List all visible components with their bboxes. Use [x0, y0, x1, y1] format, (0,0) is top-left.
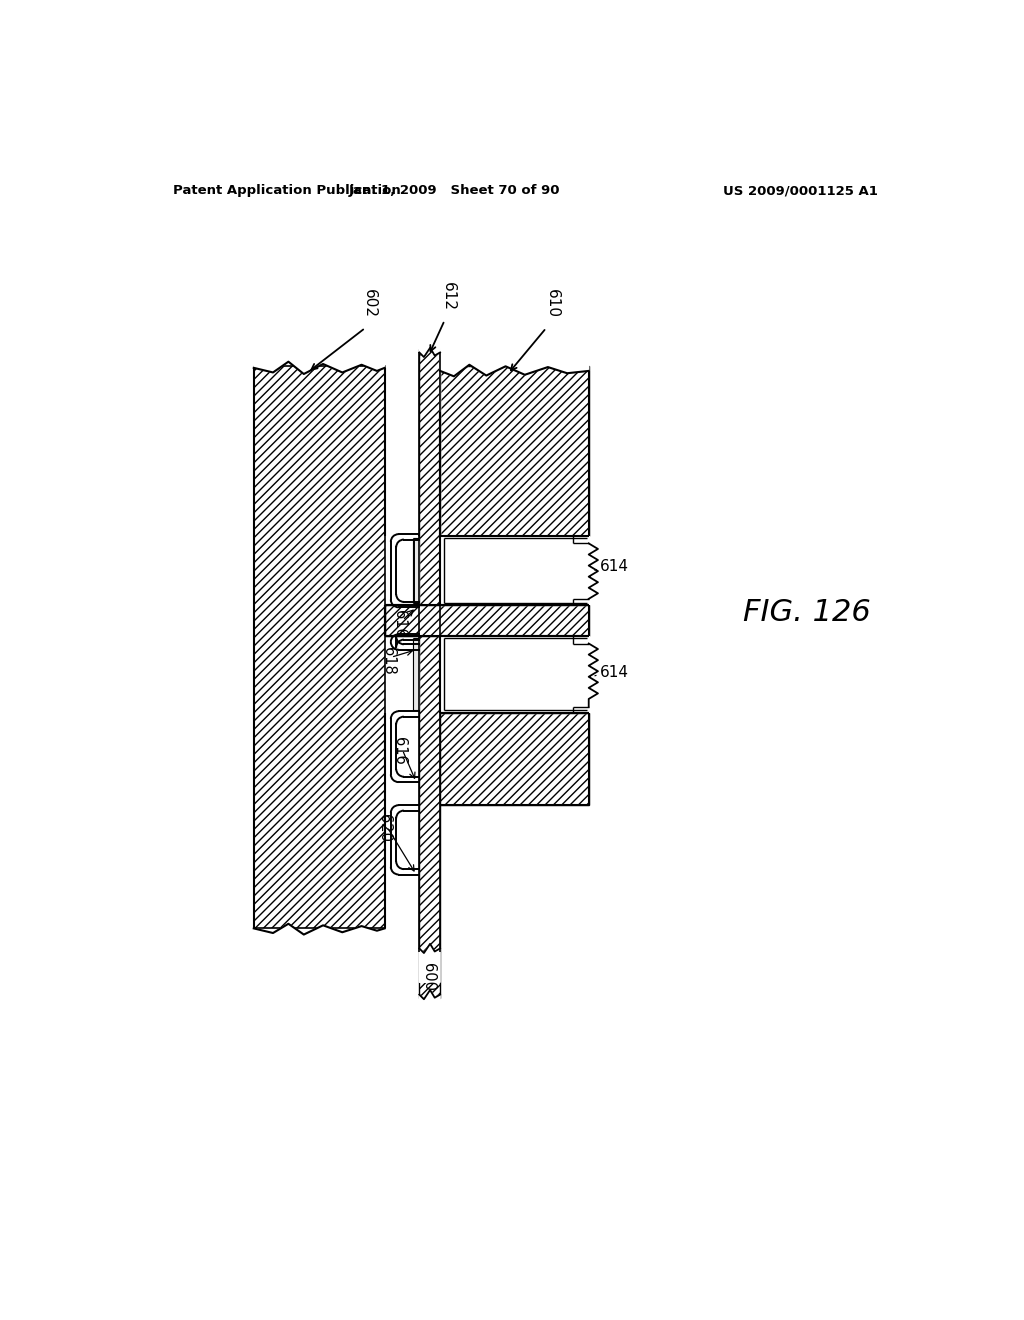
Polygon shape: [419, 990, 440, 1028]
Text: Patent Application Publication: Patent Application Publication: [173, 185, 400, 197]
Text: 610: 610: [545, 289, 560, 318]
Polygon shape: [419, 327, 440, 358]
Bar: [440, 367, 589, 536]
Polygon shape: [413, 539, 419, 603]
Bar: [419, 350, 440, 952]
Text: 602: 602: [361, 289, 377, 318]
Text: 616: 616: [392, 610, 408, 638]
Polygon shape: [254, 327, 385, 374]
Polygon shape: [440, 536, 589, 605]
Bar: [440, 713, 589, 805]
Bar: [419, 952, 440, 998]
Polygon shape: [440, 636, 589, 713]
Text: FIG. 126: FIG. 126: [742, 598, 870, 627]
Text: 618: 618: [381, 647, 396, 675]
Bar: [254, 367, 385, 928]
Text: 614: 614: [600, 665, 630, 680]
Text: 616: 616: [392, 738, 408, 766]
Text: US 2009/0001125 A1: US 2009/0001125 A1: [723, 185, 878, 197]
Polygon shape: [419, 944, 440, 982]
Text: 614: 614: [600, 558, 630, 574]
Text: Jan. 1, 2009   Sheet 70 of 90: Jan. 1, 2009 Sheet 70 of 90: [348, 185, 560, 197]
Polygon shape: [440, 327, 589, 376]
Text: 612: 612: [441, 282, 456, 312]
Bar: [413, 539, 419, 603]
Polygon shape: [413, 638, 419, 710]
Polygon shape: [254, 924, 385, 974]
Bar: [385, 605, 589, 636]
Text: 600: 600: [421, 964, 436, 991]
Text: 620: 620: [377, 814, 392, 842]
